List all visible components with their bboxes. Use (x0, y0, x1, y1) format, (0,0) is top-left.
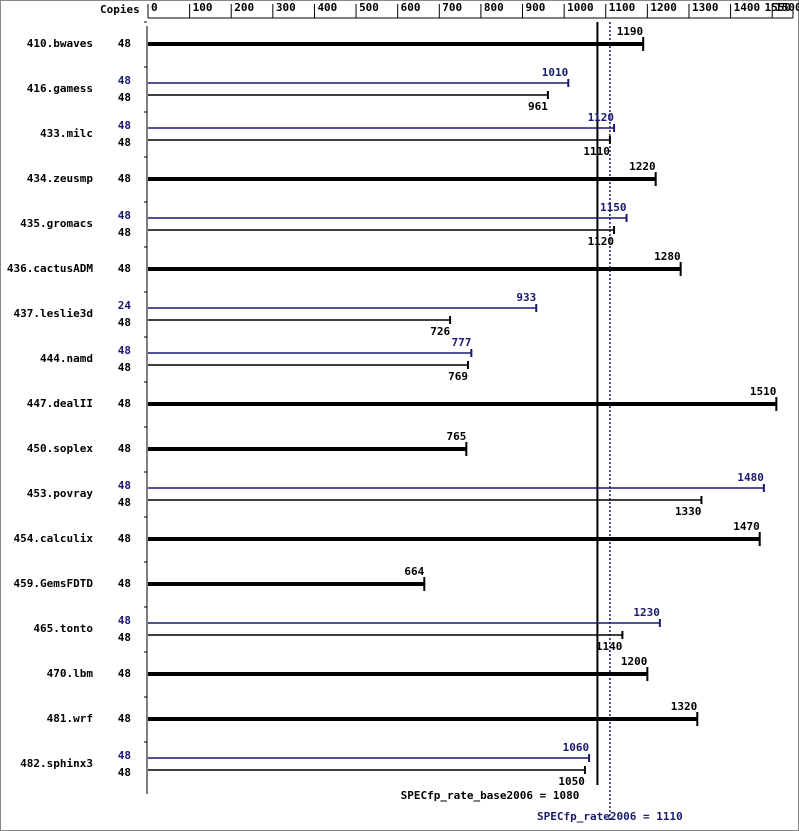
value-label: 1120 (588, 111, 615, 124)
value-label: 726 (430, 325, 450, 338)
copies-header: Copies (100, 3, 140, 16)
copies-label: 48 (118, 496, 131, 509)
copies-label: 48 (118, 136, 131, 149)
value-label: 1010 (542, 66, 569, 79)
value-label: 1190 (617, 25, 644, 38)
value-label: 1480 (737, 471, 764, 484)
copies-label: 48 (118, 91, 131, 104)
value-label: 1150 (600, 201, 627, 214)
copies-label: 48 (118, 316, 131, 329)
value-label: 1470 (733, 520, 760, 533)
x-tick-label: 1550 (765, 1, 792, 14)
category-label: 416.gamess (27, 82, 93, 95)
value-label: 777 (451, 336, 471, 349)
x-tick-label: 0 (151, 1, 158, 14)
value-label: 1280 (654, 250, 681, 263)
reference-label: SPECfp_rate_base2006 = 1080 (401, 789, 580, 802)
category-label: 453.povray (27, 487, 94, 500)
category-label: 465.tonto (33, 622, 93, 635)
x-tick-label: 800 (484, 1, 504, 14)
copies-label: 48 (118, 37, 131, 50)
copies-label: 48 (118, 361, 131, 374)
category-label: 454.calculix (14, 532, 94, 545)
x-tick-label: 700 (442, 1, 462, 14)
copies-label: 48 (118, 209, 131, 222)
value-label: 1200 (621, 655, 648, 668)
copies-label: 48 (118, 631, 131, 644)
copies-label: 48 (118, 119, 131, 132)
category-label: 482.sphinx3 (20, 757, 93, 770)
copies-label: 48 (118, 397, 131, 410)
copies-label: 48 (118, 226, 131, 239)
value-label: 765 (446, 430, 466, 443)
x-tick-label: 1000 (567, 1, 594, 14)
copies-label: 48 (118, 262, 131, 275)
x-tick-label: 500 (359, 1, 379, 14)
value-label: 961 (528, 100, 548, 113)
copies-label: 48 (118, 442, 131, 455)
reference-label: SPECfp_rate2006 = 1110 (537, 810, 683, 823)
copies-label: 48 (118, 766, 131, 779)
value-label: 1330 (675, 505, 702, 518)
category-label: 447.dealII (27, 397, 93, 410)
value-label: 1050 (558, 775, 585, 788)
x-tick-label: 200 (234, 1, 254, 14)
x-tick-label: 1100 (609, 1, 636, 14)
copies-label: 48 (118, 344, 131, 357)
copies-label: 48 (118, 614, 131, 627)
x-tick-label: 400 (317, 1, 337, 14)
x-tick-label: 1200 (650, 1, 677, 14)
value-label: 1140 (596, 640, 623, 653)
x-tick-label: 1400 (734, 1, 761, 14)
value-label: 1230 (633, 606, 660, 619)
category-label: 481.wrf (47, 712, 93, 725)
copies-label: 48 (118, 479, 131, 492)
copies-label: 48 (118, 172, 131, 185)
value-label: 1320 (671, 700, 698, 713)
x-tick-label: 900 (526, 1, 546, 14)
copies-label: 48 (118, 712, 131, 725)
copies-label: 48 (118, 667, 131, 680)
value-label: 933 (516, 291, 536, 304)
copies-label: 48 (118, 532, 131, 545)
x-tick-label: 1300 (692, 1, 719, 14)
value-label: 664 (404, 565, 424, 578)
category-label: 444.namd (40, 352, 93, 365)
value-label: 1510 (750, 385, 777, 398)
value-label: 1220 (629, 160, 656, 173)
category-label: 459.GemsFDTD (14, 577, 94, 590)
category-label: 436.cactusADM (7, 262, 93, 275)
copies-label: 48 (118, 577, 131, 590)
x-tick-label: 300 (276, 1, 296, 14)
category-label: 437.leslie3d (14, 307, 93, 320)
category-label: 433.milc (40, 127, 93, 140)
value-label: 1110 (583, 145, 610, 158)
x-tick-label: 600 (401, 1, 421, 14)
category-label: 470.lbm (47, 667, 94, 680)
x-tick-label: 100 (193, 1, 213, 14)
value-label: 1120 (588, 235, 615, 248)
copies-label: 48 (118, 749, 131, 762)
category-label: 435.gromacs (20, 217, 93, 230)
copies-label: 24 (118, 299, 132, 312)
value-label: 769 (448, 370, 468, 383)
copies-label: 48 (118, 74, 131, 87)
value-label: 1060 (563, 741, 590, 754)
category-label: 434.zeusmp (27, 172, 94, 185)
category-label: 410.bwaves (27, 37, 93, 50)
category-label: 450.soplex (27, 442, 94, 455)
